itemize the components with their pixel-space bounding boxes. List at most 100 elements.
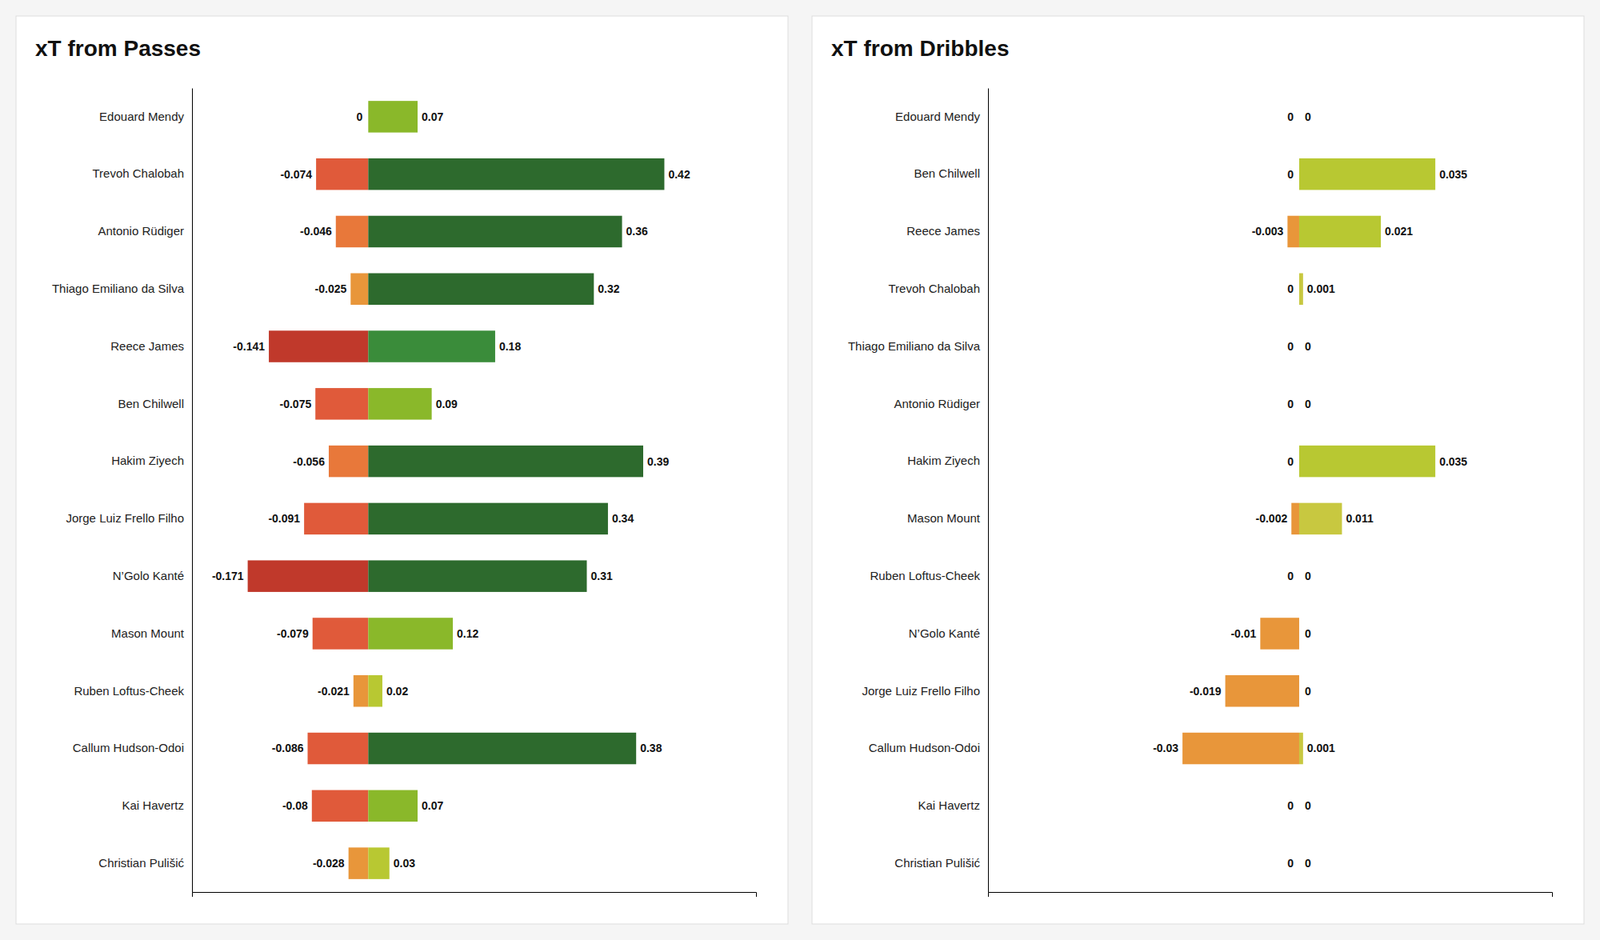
data-label: 0.011 (1345, 512, 1373, 525)
y-tick-label: Jorge Luiz Frello Filho (65, 511, 184, 525)
chart-title: xT from Dribbles (831, 36, 1009, 61)
bar (368, 216, 622, 248)
y-tick: Trevoh Chalobah (92, 166, 184, 180)
y-tick-label: Ruben Loftus-Cheek (73, 684, 184, 698)
bar (336, 216, 369, 248)
data-label: -0.086 (272, 741, 304, 755)
y-tick-label: N’Golo Kanté (908, 626, 980, 640)
y-tick-label: Ben Chilwell (117, 396, 184, 411)
y-tick: Antonio Rüdiger (97, 224, 184, 238)
bar (1291, 503, 1300, 535)
data-label: 0.32 (597, 282, 620, 296)
bar (368, 445, 644, 477)
x-axis (988, 892, 1553, 898)
bar (368, 388, 432, 420)
y-tick-label: Christian Pulišić (98, 856, 184, 870)
y-tick-label: Mason Mount (111, 626, 185, 640)
y-tick-label: Antonio Rüdiger (97, 224, 184, 238)
y-axis: Edouard Mendy Trevoh Chalobah Antonio Rüdi… (52, 88, 193, 893)
chart-title: xT from Passes (35, 36, 201, 61)
data-label: 0 (1287, 856, 1294, 870)
y-tick-label: Reece James (110, 339, 184, 353)
y-tick: Antonio Rüdiger (893, 396, 980, 411)
y-tick: Trevoh Chalobah (888, 281, 980, 296)
y-tick-label: Trevoh Chalobah (92, 166, 184, 180)
bar (368, 273, 594, 305)
data-label: 0 (1304, 569, 1312, 583)
data-label: 0 (1304, 110, 1312, 124)
data-labels: 0-0.074-0.046-0.025-0.141-0.075-0.056-0.… (212, 110, 691, 870)
y-tick: Hakim Ziyech (907, 453, 980, 468)
y-tick-label: Reece James (906, 224, 980, 238)
x-axis-line (192, 892, 757, 898)
data-label: 0 (1287, 397, 1294, 411)
y-tick-label: Edouard Mendy (99, 109, 184, 124)
y-tick: Callum Hudson-Odoi (72, 740, 184, 755)
y-tick: Ruben Loftus-Cheek (73, 684, 184, 698)
data-label: 0.36 (626, 224, 648, 238)
data-label: 0.001 (1307, 741, 1336, 755)
bar (368, 100, 418, 132)
y-tick: N’Golo Kanté (908, 626, 980, 640)
data-label: 0.07 (421, 110, 444, 124)
data-label: 0.07 (421, 799, 444, 812)
bar (348, 847, 369, 879)
y-tick-label: Hakim Ziyech (111, 453, 184, 468)
bar (1225, 675, 1300, 707)
y-tick-label: Ben Chilwell (913, 166, 980, 180)
data-label: 0 (1304, 397, 1312, 411)
data-label: -0.091 (268, 512, 300, 525)
bar (368, 790, 418, 822)
data-label: -0.028 (312, 856, 345, 870)
data-label: 0.09 (436, 397, 458, 411)
data-label: -0.074 (280, 168, 312, 181)
y-tick-label: Thiago Emiliano da Silva (848, 339, 981, 353)
bar (1260, 617, 1300, 649)
y-tick-label: N’Golo Kanté (112, 568, 184, 583)
data-label: 0.035 (1439, 168, 1468, 181)
bar (368, 617, 453, 649)
data-label: 0.34 (612, 512, 634, 525)
data-label: 0.021 (1384, 224, 1413, 238)
panel: xT from DribblesEdouard MendyBen Chilwel… (812, 16, 1584, 924)
y-tick-label: Christian Pulišić (894, 856, 980, 870)
bar (312, 790, 369, 822)
bar (1299, 503, 1342, 535)
data-label: 0 (1304, 799, 1312, 812)
y-tick: Callum Hudson-Odoi (868, 740, 980, 755)
data-label: -0.046 (300, 224, 332, 238)
y-tick-label: Thiago Emiliano da Silva (52, 281, 185, 296)
bar (1299, 216, 1381, 248)
bar (328, 445, 368, 477)
bar (1299, 273, 1304, 305)
data-label: 0.12 (456, 627, 479, 640)
y-tick-label: Kai Havertz (121, 798, 184, 812)
bar (368, 330, 496, 362)
y-tick: Ruben Loftus-Cheek (869, 568, 980, 583)
panel-background (812, 16, 1584, 924)
x-axis-line (988, 892, 1553, 898)
bar (1299, 445, 1436, 477)
data-label: -0.141 (232, 340, 265, 353)
bar (304, 503, 368, 535)
y-tick-label: Ruben Loftus-Cheek (869, 568, 980, 583)
data-label: 0.035 (1439, 455, 1468, 468)
bar (368, 847, 389, 879)
y-tick: Kai Havertz (121, 798, 184, 812)
data-label: -0.08 (282, 799, 308, 812)
data-label: 0 (1304, 856, 1312, 870)
data-label: 0.31 (591, 569, 613, 583)
data-label: 0 (356, 110, 364, 124)
bar (353, 675, 369, 707)
bar (368, 675, 383, 707)
y-tick-label: Mason Mount (907, 511, 981, 525)
bar (312, 617, 369, 649)
y-axis: Edouard MendyBen ChilwellReece JamesTrev… (848, 88, 989, 893)
y-tick: Jorge Luiz Frello Filho (861, 684, 980, 698)
y-tick: Mason Mount (111, 626, 185, 640)
bar (268, 330, 368, 362)
y-tick: Reece James (906, 224, 980, 238)
data-label: 0 (1287, 340, 1294, 353)
y-tick: Kai Havertz (917, 798, 980, 812)
y-tick-label: Antonio Rüdiger (893, 396, 980, 411)
